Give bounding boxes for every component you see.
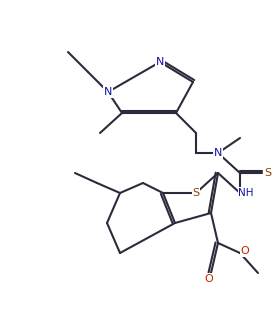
Text: S: S [192,188,200,198]
Text: N: N [214,148,222,158]
Text: N: N [104,87,112,97]
Text: O: O [205,274,213,284]
Text: S: S [265,168,272,178]
Text: NH: NH [238,188,254,198]
Text: N: N [156,57,164,67]
Text: O: O [241,246,249,256]
